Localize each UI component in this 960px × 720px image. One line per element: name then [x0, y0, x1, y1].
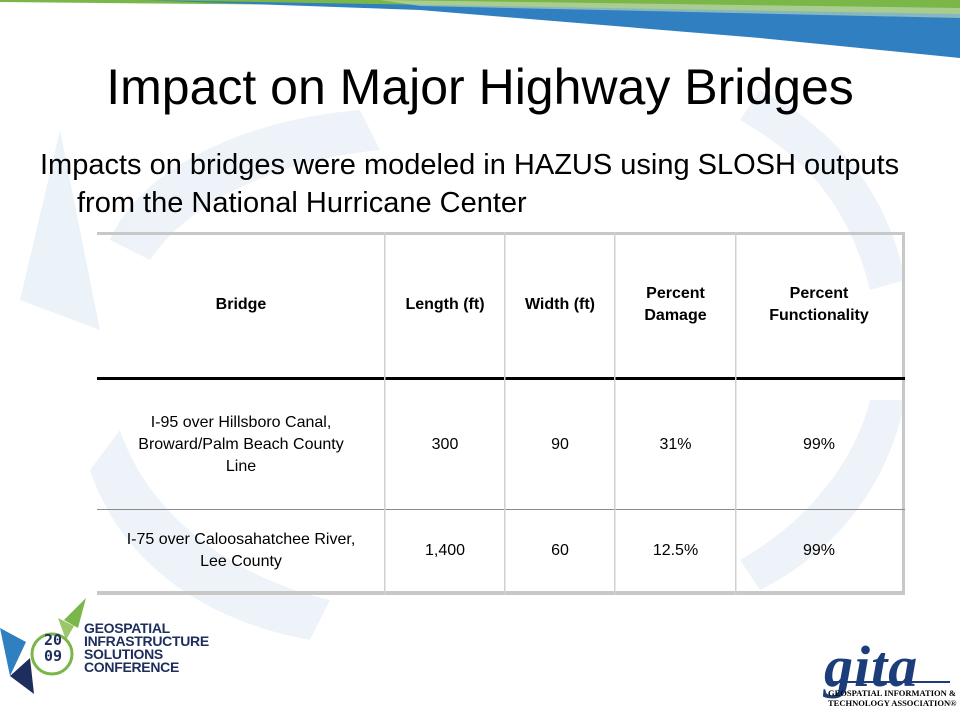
- gita-underline: [826, 681, 950, 683]
- top-band-blue: [140, 0, 960, 58]
- gita-tagline-1: GEOSPATIAL INFORMATION &: [828, 688, 956, 698]
- conference-year-bottom: 09: [44, 647, 63, 665]
- table-cell-length: 1,400: [424, 541, 466, 559]
- gita-tagline-2: TECHNOLOGY ASSOCIATION®: [828, 698, 957, 708]
- conference-line-3: SOLUTIONS: [84, 646, 163, 662]
- header-percent-damage: Percent Damage: [644, 285, 707, 324]
- conference-line-2: INFRASTRUCTURE: [84, 633, 209, 649]
- top-band-green: [0, 0, 960, 18]
- table-cell-width: 90: [551, 435, 569, 453]
- watermark-swoosh: [20, 90, 905, 640]
- slide-title: Impact on Major Highway Bridges: [106, 59, 854, 115]
- header-length: Length (ft): [405, 296, 485, 313]
- header-percent-functionality: Percent Functionality: [769, 285, 869, 324]
- table-cell-width: 60: [551, 541, 569, 559]
- conference-logo-mark: [0, 598, 86, 694]
- conference-year-top: 20: [44, 631, 63, 649]
- bridge-impact-table: Bridge Length (ft) Width (ft) Percent Da…: [97, 232, 905, 595]
- gita-wordmark: gita: [824, 634, 919, 699]
- conference-line-1: GEOSPATIAL: [84, 620, 170, 636]
- header-width: Width (ft): [524, 296, 596, 313]
- gita-logo: gita GEOSPATIAL INFORMATION & TECHNOLOGY…: [820, 634, 960, 720]
- slide-subtitle: Impacts on bridges were modeled in HAZUS…: [40, 149, 900, 219]
- table-cell-length: 300: [431, 435, 459, 453]
- table-cell-damage: 12.5%: [652, 541, 699, 559]
- conference-line-4: CONFERENCE: [84, 659, 180, 675]
- header-bridge: Bridge: [215, 296, 267, 313]
- table-cell-bridge: I-75 over Caloosahatchee River, Lee Coun…: [126, 530, 356, 570]
- table-cell-damage: 31%: [659, 435, 692, 453]
- conference-logo: 20 09 GEOSPATIAL INFRASTRUCTURE SOLUTION…: [0, 598, 209, 710]
- table-cell-functionality: 99%: [802, 541, 836, 559]
- table-cell-bridge: I-95 over Hillsboro Canal, Broward/Palm …: [138, 413, 344, 475]
- table-cell-functionality: 99%: [802, 435, 836, 453]
- table-grid: [97, 232, 905, 595]
